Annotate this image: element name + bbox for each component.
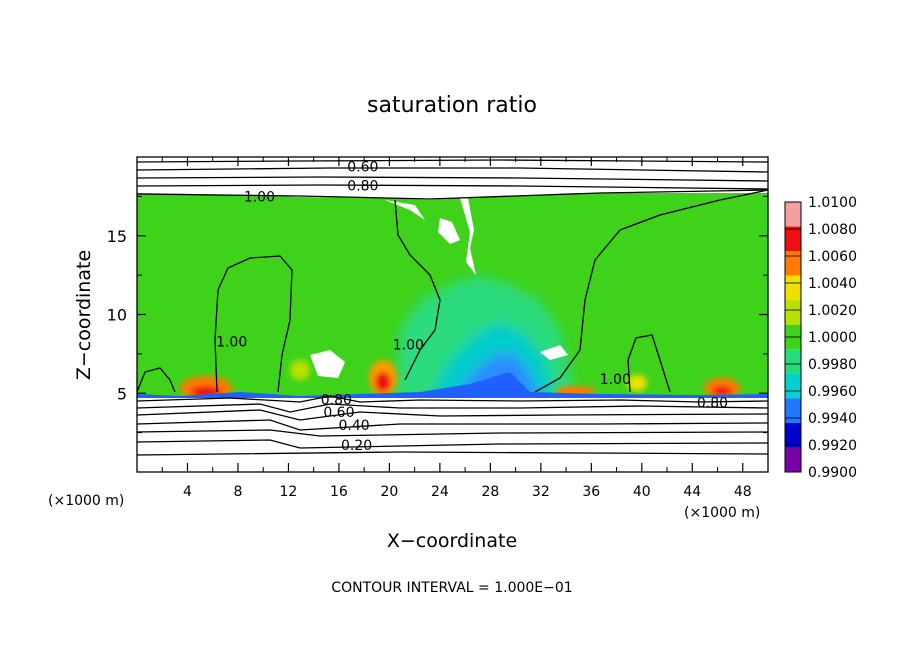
colorbar-label: 1.0060 — [808, 249, 857, 265]
colorbar-swatch — [785, 226, 801, 252]
colorbar-label: 0.9980 — [808, 357, 857, 373]
x-axis-label: X−coordinate — [387, 530, 517, 552]
y-tick-label: 5 — [117, 384, 127, 403]
colorbar-swatch — [785, 422, 801, 448]
contour-lines — [137, 159, 768, 456]
subsaturated-patch — [540, 345, 568, 360]
x-unit-label: (×1000 m) — [48, 493, 124, 509]
x-tick-label: 44 — [683, 484, 701, 500]
colorbar: 0.9900 0.9920 0.9940 0.9960 0.9980 1.0000 1.00… — [784, 195, 857, 481]
y-tick-label: 15 — [107, 227, 127, 246]
colorbar-swatch — [785, 349, 801, 374]
x-tick-label: 24 — [431, 484, 449, 500]
colorbar-label: 1.0080 — [808, 222, 857, 238]
colorbar-swatch — [785, 398, 801, 423]
subsaturated-plume — [460, 198, 476, 275]
contour-label-layer: 0.600.801.001.00 1.001.000.800.600.400.20… — [216, 159, 728, 454]
subsaturated-patch — [385, 200, 425, 220]
colorbar-swatch — [785, 251, 801, 276]
colorbar-label: 0.9920 — [808, 438, 857, 454]
colorbar-label: 0.9960 — [808, 384, 857, 400]
contour-label: 0.60 — [347, 159, 378, 175]
subsaturated-patch — [438, 218, 460, 244]
x-tick-label: 32 — [532, 484, 550, 500]
colorbar-label: 1.0000 — [808, 330, 857, 346]
colorbar-label: 1.0100 — [808, 195, 857, 211]
x-tick-label: 40 — [633, 484, 651, 500]
y-tick-label: 10 — [107, 306, 127, 325]
contour-label: 1.00 — [244, 189, 275, 205]
contour-interval-note: CONTOUR INTERVAL = 1.000E−01 — [331, 580, 572, 596]
x-tick-label: 48 — [734, 484, 752, 500]
colorbar-swatch — [785, 202, 801, 227]
plot-area — [137, 157, 768, 472]
chart-title: saturation ratio — [367, 93, 537, 118]
contour-label: 0.80 — [697, 396, 728, 412]
colorbar-label: 1.0020 — [808, 303, 857, 319]
x-tick-label: 16 — [330, 484, 348, 500]
colorbar-swatch — [785, 300, 801, 325]
y-axis-ticks: 5 10 15 — [107, 195, 768, 434]
contour-label: 1.00 — [216, 334, 247, 350]
warm-spot — [290, 360, 310, 380]
x-tick-label: 12 — [280, 484, 298, 500]
colorbar-swatch — [785, 373, 801, 399]
contour-label: 0.40 — [338, 418, 369, 434]
hot-spot — [712, 386, 732, 396]
y-axis-label: Z−coordinate — [73, 250, 95, 380]
lower-subsaturated-band — [137, 398, 768, 472]
contour-label: 1.00 — [600, 372, 631, 388]
subsaturated-patch — [310, 350, 345, 378]
colorbar-label: 1.0040 — [808, 276, 857, 292]
z-unit-label: (×1000 m) — [684, 505, 760, 521]
hot-spot — [375, 372, 391, 392]
colorbar-swatch — [785, 275, 801, 301]
contour-label: 1.00 — [393, 337, 424, 353]
contour-label: 0.60 — [323, 405, 354, 421]
x-tick-label: 8 — [233, 484, 242, 500]
surface-blue-band — [137, 372, 768, 399]
x-axis-ticks: 4 8 12 16 20 24 28 32 36 40 44 48 — [161, 157, 752, 500]
colorbar-swatch — [785, 447, 801, 472]
colorbar-label: 0.9940 — [808, 411, 857, 427]
contour-label: 0.20 — [341, 438, 372, 454]
contour-label: 0.80 — [347, 178, 378, 194]
x-tick-label: 4 — [183, 484, 192, 500]
x-tick-label: 20 — [380, 484, 398, 500]
x-tick-label: 28 — [481, 484, 499, 500]
contour-label: 0.80 — [321, 393, 352, 409]
x-tick-label: 36 — [582, 484, 600, 500]
warm-spot — [627, 375, 647, 391]
colorbar-label: 0.9900 — [808, 465, 857, 481]
